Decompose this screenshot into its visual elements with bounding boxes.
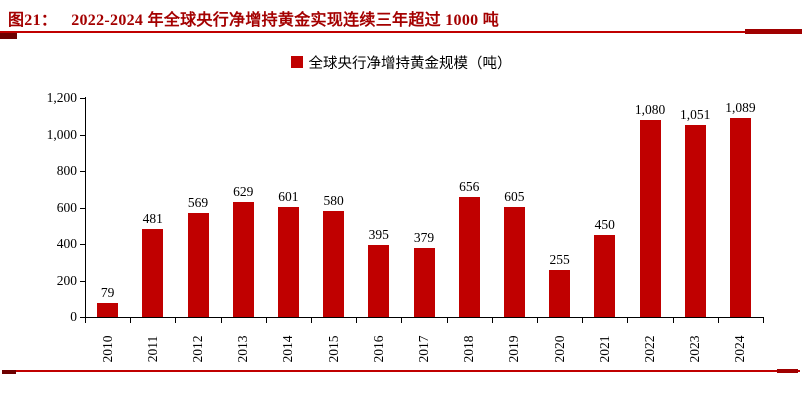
bar-value-label: 450 [594, 216, 615, 232]
bar-value-label: 1,080 [634, 101, 666, 117]
x-tick [718, 317, 719, 323]
x-axis-line [85, 317, 764, 318]
bar-2013 [233, 202, 254, 317]
chart-legend: 全球央行净增持黄金规模（吨） [0, 52, 802, 72]
bar-2010 [97, 302, 118, 317]
y-tick-label: 800 [56, 163, 77, 178]
x-tick [356, 317, 357, 323]
bar-2020 [549, 270, 570, 317]
y-tick [80, 244, 85, 245]
x-axis-label: 2019 [506, 335, 522, 363]
x-axis-label: 2023 [687, 335, 703, 363]
bar-value-label: 1,051 [680, 107, 711, 123]
x-axis-label: 2021 [596, 335, 612, 363]
x-tick [627, 317, 628, 323]
x-axis-label: 2016 [370, 335, 386, 363]
title-underline [0, 31, 802, 33]
y-tick [80, 317, 85, 318]
bar-value-label: 629 [233, 184, 254, 200]
y-tick-label: 1,000 [46, 126, 77, 142]
y-tick [80, 98, 85, 99]
bar-value-label: 255 [549, 252, 570, 268]
x-axis-label: 2020 [551, 335, 567, 363]
bar-value-label: 601 [278, 189, 299, 205]
bar-2017 [414, 247, 435, 317]
x-tick [582, 317, 583, 323]
x-tick [537, 317, 538, 323]
bar-2011 [142, 229, 163, 317]
bar-2021 [594, 234, 615, 317]
y-axis-line [85, 97, 86, 317]
bar-value-label: 656 [459, 179, 480, 195]
title-underline-right-cap [745, 29, 802, 34]
x-tick [401, 317, 402, 323]
y-tick [80, 280, 85, 282]
x-tick [492, 317, 493, 323]
bar-2014 [278, 207, 299, 317]
x-axis-label: 2012 [190, 335, 205, 363]
x-tick [130, 317, 131, 323]
bar-2019 [504, 206, 525, 317]
x-axis-label: 2014 [280, 335, 296, 363]
x-tick [85, 317, 86, 323]
bar-value-label: 395 [368, 226, 389, 242]
bar-value-label: 79 [100, 284, 115, 300]
x-axis-label: 2022 [642, 335, 657, 363]
x-tick [763, 317, 764, 323]
bar-value-label: 379 [413, 229, 435, 245]
figure-number-label: 图21： [8, 12, 58, 29]
bar-value-label: 569 [187, 195, 209, 211]
x-axis-label: 2017 [416, 335, 431, 363]
legend-swatch-icon [290, 56, 303, 68]
bar-2018 [459, 197, 480, 317]
x-axis-label: 2015 [325, 335, 341, 363]
bar-2012 [188, 213, 209, 317]
x-tick [175, 317, 176, 323]
x-tick [673, 317, 674, 323]
bar-2024 [730, 118, 751, 317]
x-axis-label: 2011 [144, 335, 160, 363]
y-tick-label: 600 [56, 199, 77, 215]
footer-rule [2, 370, 800, 372]
x-axis-label: 2024 [732, 335, 748, 363]
bar-2015 [323, 211, 344, 317]
bar-2016 [368, 244, 389, 317]
legend-label: 全球央行净增持黄金规模（吨） [308, 55, 512, 72]
y-tick [80, 171, 85, 172]
y-tick [80, 207, 85, 209]
x-tick [221, 317, 222, 323]
x-axis-label: 2018 [461, 335, 477, 363]
bar-value-label: 481 [142, 211, 163, 227]
y-tick-label: 1,200 [46, 90, 77, 105]
title-underline-left-cap [0, 33, 17, 39]
x-axis-label: 2010 [99, 335, 115, 363]
bar-value-label: 580 [323, 193, 344, 209]
bar-value-label: 605 [504, 188, 525, 204]
x-tick [447, 317, 448, 323]
y-tick-label: 200 [56, 272, 77, 288]
bar-2022 [640, 119, 661, 317]
x-axis-label: 2013 [235, 335, 251, 363]
y-tick [80, 134, 85, 136]
bar-2023 [685, 125, 706, 317]
footer-rule-right-cap [777, 369, 798, 373]
figure-title: 图21： 2022-2024 年全球央行净增持黄金实现连续三年超过 1000 吨 [8, 6, 499, 30]
bar-value-label: 1,089 [725, 100, 756, 116]
y-tick-label: 400 [56, 236, 77, 251]
y-tick-label: 0 [70, 309, 77, 324]
x-tick [266, 317, 267, 323]
footer-rule-left-cap [2, 370, 16, 374]
figure-title-text: 2022-2024 年全球央行净增持黄金实现连续三年超过 1000 吨 [71, 12, 500, 29]
x-tick [311, 317, 312, 323]
